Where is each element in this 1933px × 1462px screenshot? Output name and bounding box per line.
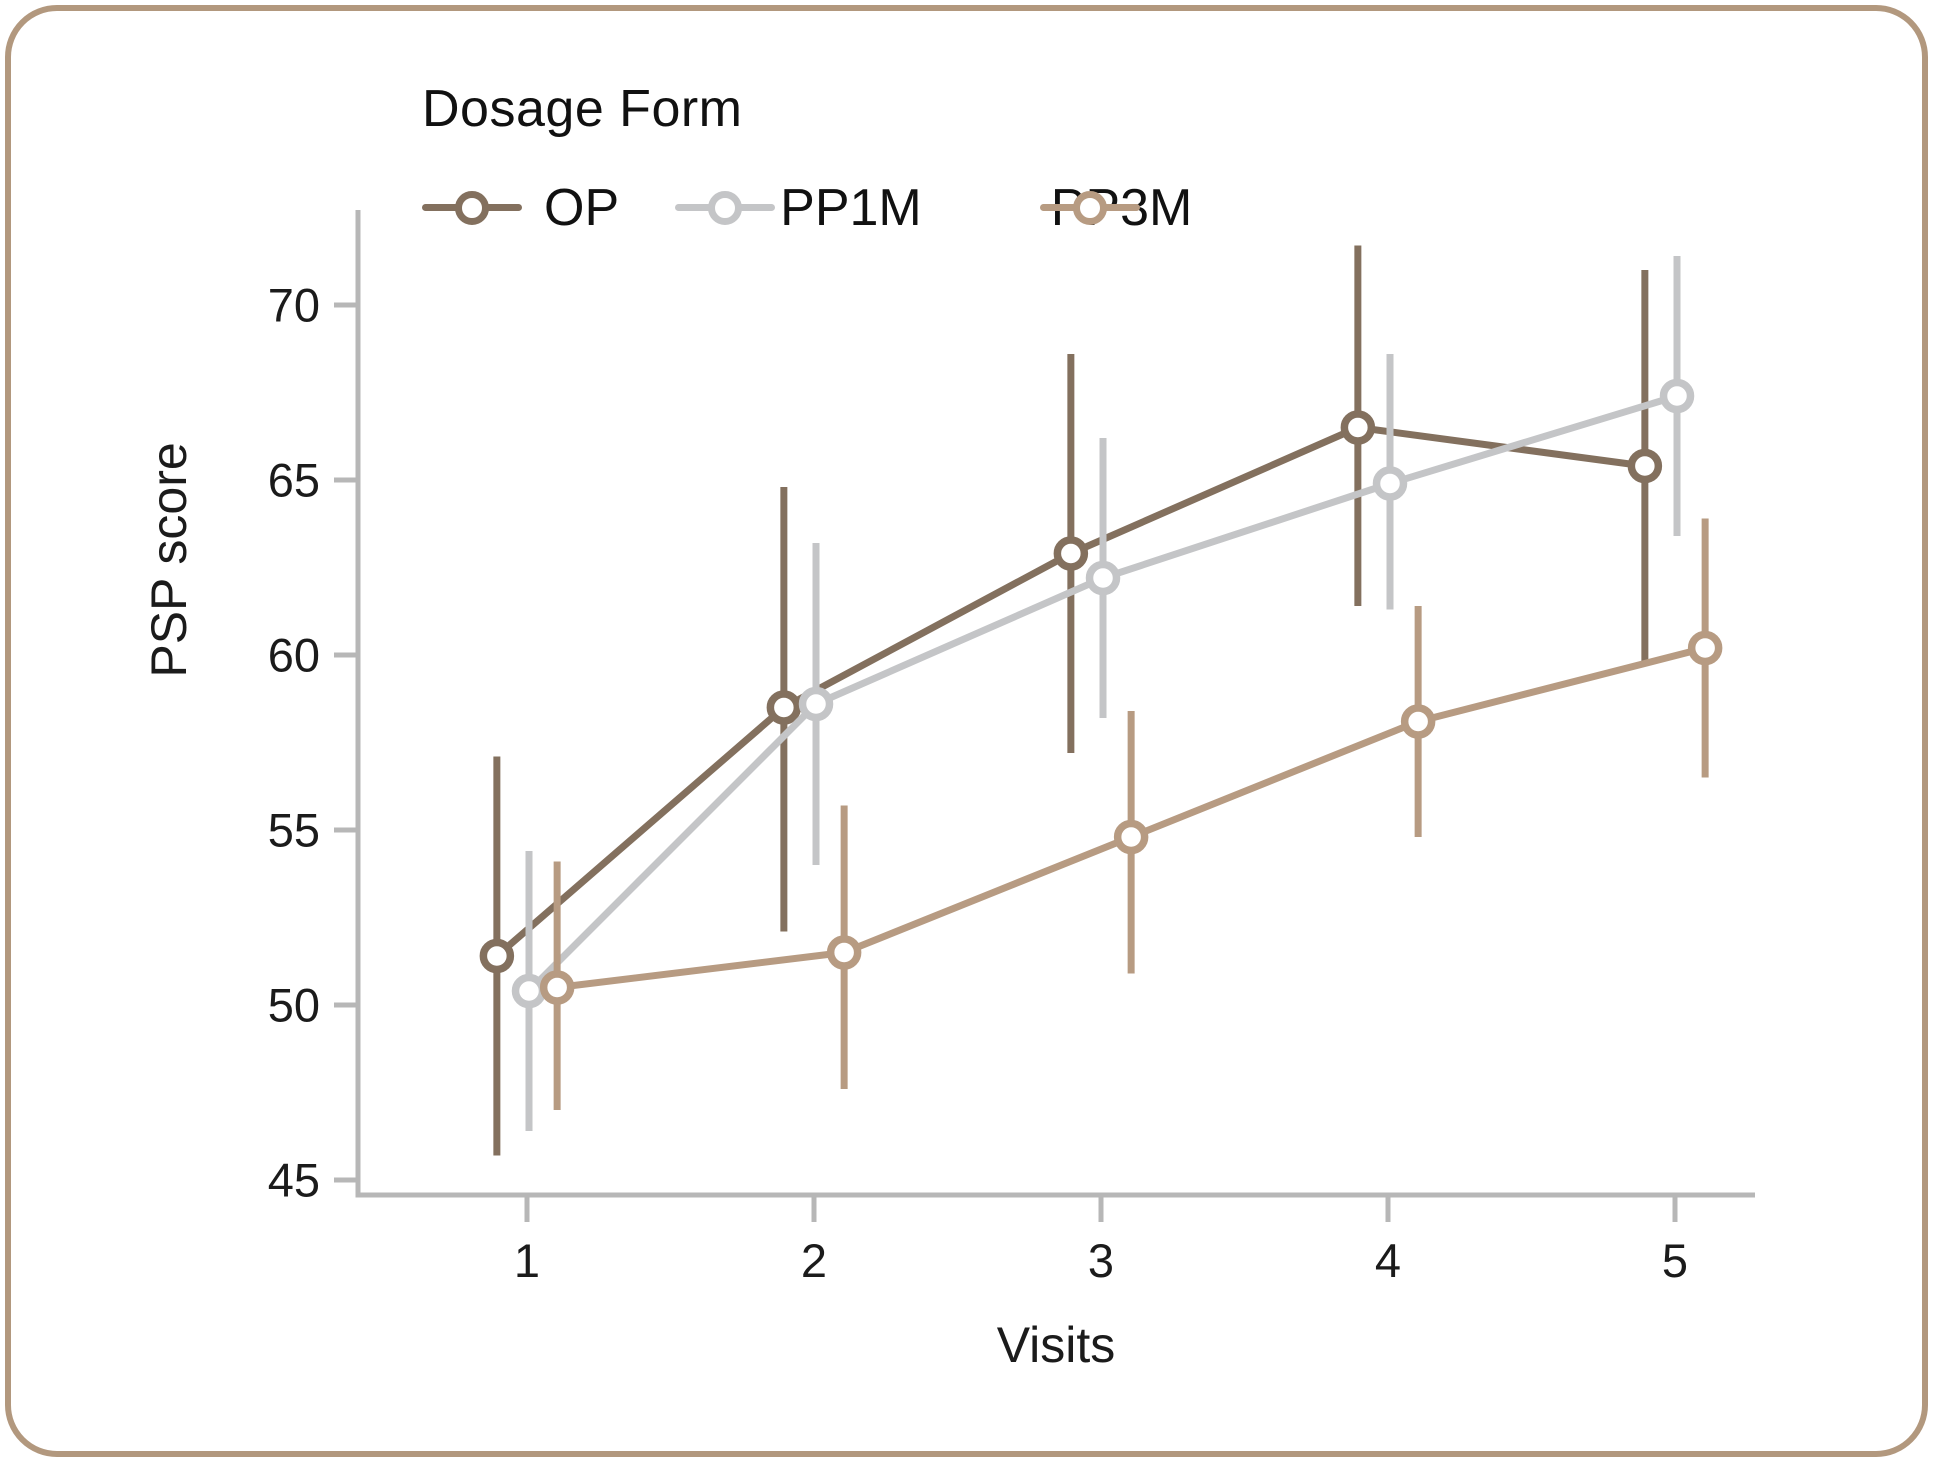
legend-row: OP PP1M PP3M [422, 182, 1192, 234]
data-point-op-visit-4 [1340, 410, 1376, 445]
op-line-marker-swatch [422, 190, 522, 226]
x-tick-label: 3 [1088, 1234, 1114, 1287]
y-tick-label: 50 [268, 979, 320, 1032]
data-point-op-visit-2 [766, 690, 802, 725]
legend-label-op: OP [544, 178, 620, 237]
x-tick-label: 2 [801, 1234, 827, 1287]
op-swatch-marker-icon [455, 190, 489, 225]
y-axis-title: PSP score [141, 442, 197, 677]
data-point-pp3m-visit-2 [826, 935, 862, 970]
series-pp3m [539, 518, 1723, 1110]
data-point-pp3m-visit-4 [1400, 704, 1436, 739]
pp3m-line-marker-swatch [1039, 190, 1140, 226]
series-pp1m [511, 256, 1695, 1131]
data-point-pp1m-visit-1 [511, 973, 547, 1009]
legend-label-pp1m: PP1M [780, 178, 922, 237]
pp3m-swatch-marker-icon [1072, 190, 1107, 225]
data-point-pp1m-visit-5 [1659, 378, 1695, 414]
x-tick-label: 1 [514, 1234, 540, 1287]
y-tick-label: 60 [268, 629, 320, 682]
legend-title: Dosage Form [422, 80, 743, 138]
legend-item-pp1m: PP1M [675, 182, 922, 234]
pp1m-swatch-marker-icon [708, 190, 743, 225]
data-point-pp3m-visit-3 [1113, 819, 1149, 855]
y-tick-label: 65 [268, 454, 320, 507]
data-point-pp1m-visit-2 [798, 686, 834, 722]
data-point-pp3m-visit-1 [539, 970, 575, 1005]
data-point-op-visit-5 [1627, 448, 1663, 484]
legend: Dosage Form OP PP1M PP3M [422, 80, 1192, 234]
y-tick-label: 45 [268, 1154, 320, 1207]
pp1m-line-marker-swatch [675, 190, 776, 226]
data-point-op-visit-1 [479, 938, 515, 974]
data-point-pp3m-visit-5 [1687, 630, 1723, 666]
data-point-op-visit-3 [1053, 536, 1089, 571]
data-point-pp1m-visit-4 [1372, 466, 1408, 501]
series-op [479, 245, 1663, 1156]
y-tick-label: 70 [268, 279, 320, 332]
x-axis-title: Visits [997, 1317, 1116, 1373]
y-tick-label: 55 [268, 804, 320, 857]
legend-item-op: OP [422, 182, 619, 234]
x-tick-label: 4 [1375, 1234, 1401, 1287]
x-tick-label: 5 [1662, 1234, 1688, 1287]
legend-item-pp3m: PP3M [1039, 182, 1192, 234]
data-point-pp1m-visit-3 [1085, 560, 1121, 596]
